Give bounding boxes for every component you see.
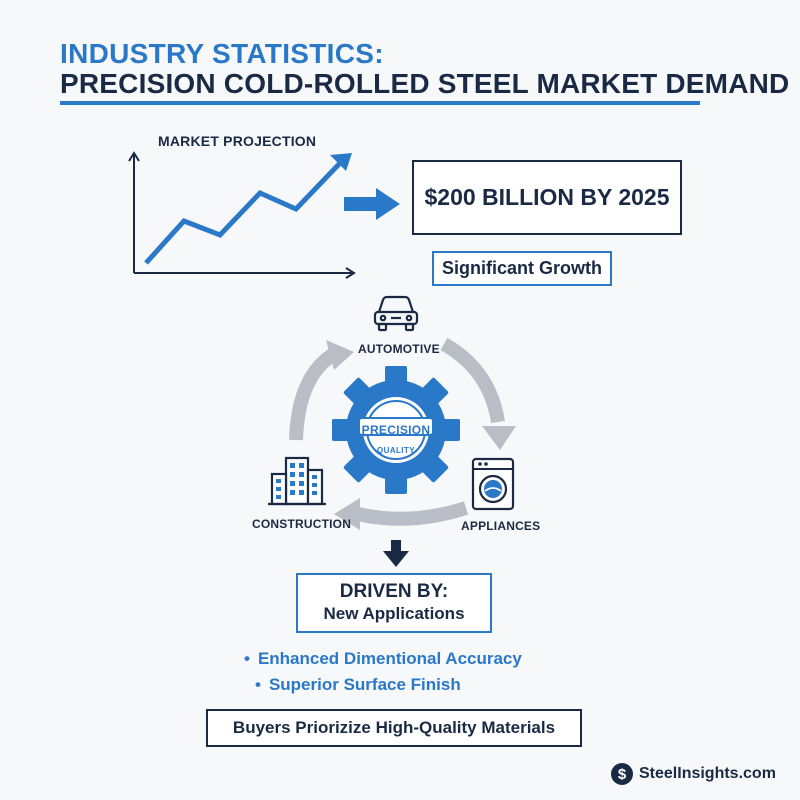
cycle-arrow-head-2: [334, 498, 360, 530]
bullet-text: Enhanced Dimentional Accuracy: [257, 649, 522, 668]
right-arrow-icon: [344, 188, 400, 220]
page-title-line-2: PRECISION COLD-ROLLED STEEL MARKET DEMAN…: [60, 68, 790, 99]
conclusion-text: Buyers Priorizize High-Quality Materials: [232, 718, 556, 737]
market-projection-label: MARKET PROJECTION: [158, 133, 317, 149]
sector-label-construction: CONSTRUCTION: [252, 517, 352, 531]
car-icon: [373, 295, 419, 332]
market-value-text: $200 BILLION BY 2025: [424, 184, 670, 210]
page-title-line-1: INDUSTRY STATISTICS:: [60, 38, 384, 69]
bullet-icon: •: [244, 649, 250, 668]
trend-line-icon: [128, 151, 356, 279]
bullet-text: Superior Surface Finish: [268, 675, 461, 694]
list-item: • Superior Surface Finish: [255, 675, 461, 695]
down-arrow-icon: [383, 540, 409, 567]
bullet-icon: •: [255, 675, 261, 694]
quality-badge: QUALITY: [366, 440, 426, 458]
sector-cycle-diagram: [268, 295, 516, 530]
cycle-arrow-head-3: [326, 340, 354, 370]
driven-by-subheading: New Applications: [323, 604, 465, 623]
quality-badge-text: QUALITY: [377, 446, 415, 455]
precision-gear-icon: [332, 366, 460, 494]
cycle-arrow-head-1: [482, 426, 516, 450]
conclusion-box: Buyers Priorizize High-Quality Materials: [206, 709, 582, 747]
dollar-logo-icon: $: [611, 763, 633, 785]
list-item: • Enhanced Dimentional Accuracy: [244, 649, 522, 669]
precision-badge: PRECISION: [359, 421, 433, 438]
driven-by-box: DRIVEN BY: New Applications: [296, 573, 492, 633]
building-icon: [268, 456, 326, 506]
title-underline: [60, 101, 700, 105]
growth-badge: Significant Growth: [432, 251, 612, 286]
growth-text: Significant Growth: [442, 258, 602, 278]
precision-badge-text: PRECISION: [361, 422, 431, 437]
driven-by-heading: DRIVEN BY:: [339, 581, 449, 602]
brand-footer[interactable]: $ SteelInsights.com: [611, 762, 776, 786]
sector-label-automotive: AUTOMOTIVE: [358, 342, 440, 356]
sector-label-appliances: APPLIANCES: [461, 519, 541, 533]
brand-link[interactable]: SteelInsights.com: [639, 765, 776, 782]
washing-machine-icon: [471, 457, 515, 511]
market-value-box: $200 BILLION BY 2025: [412, 160, 682, 235]
